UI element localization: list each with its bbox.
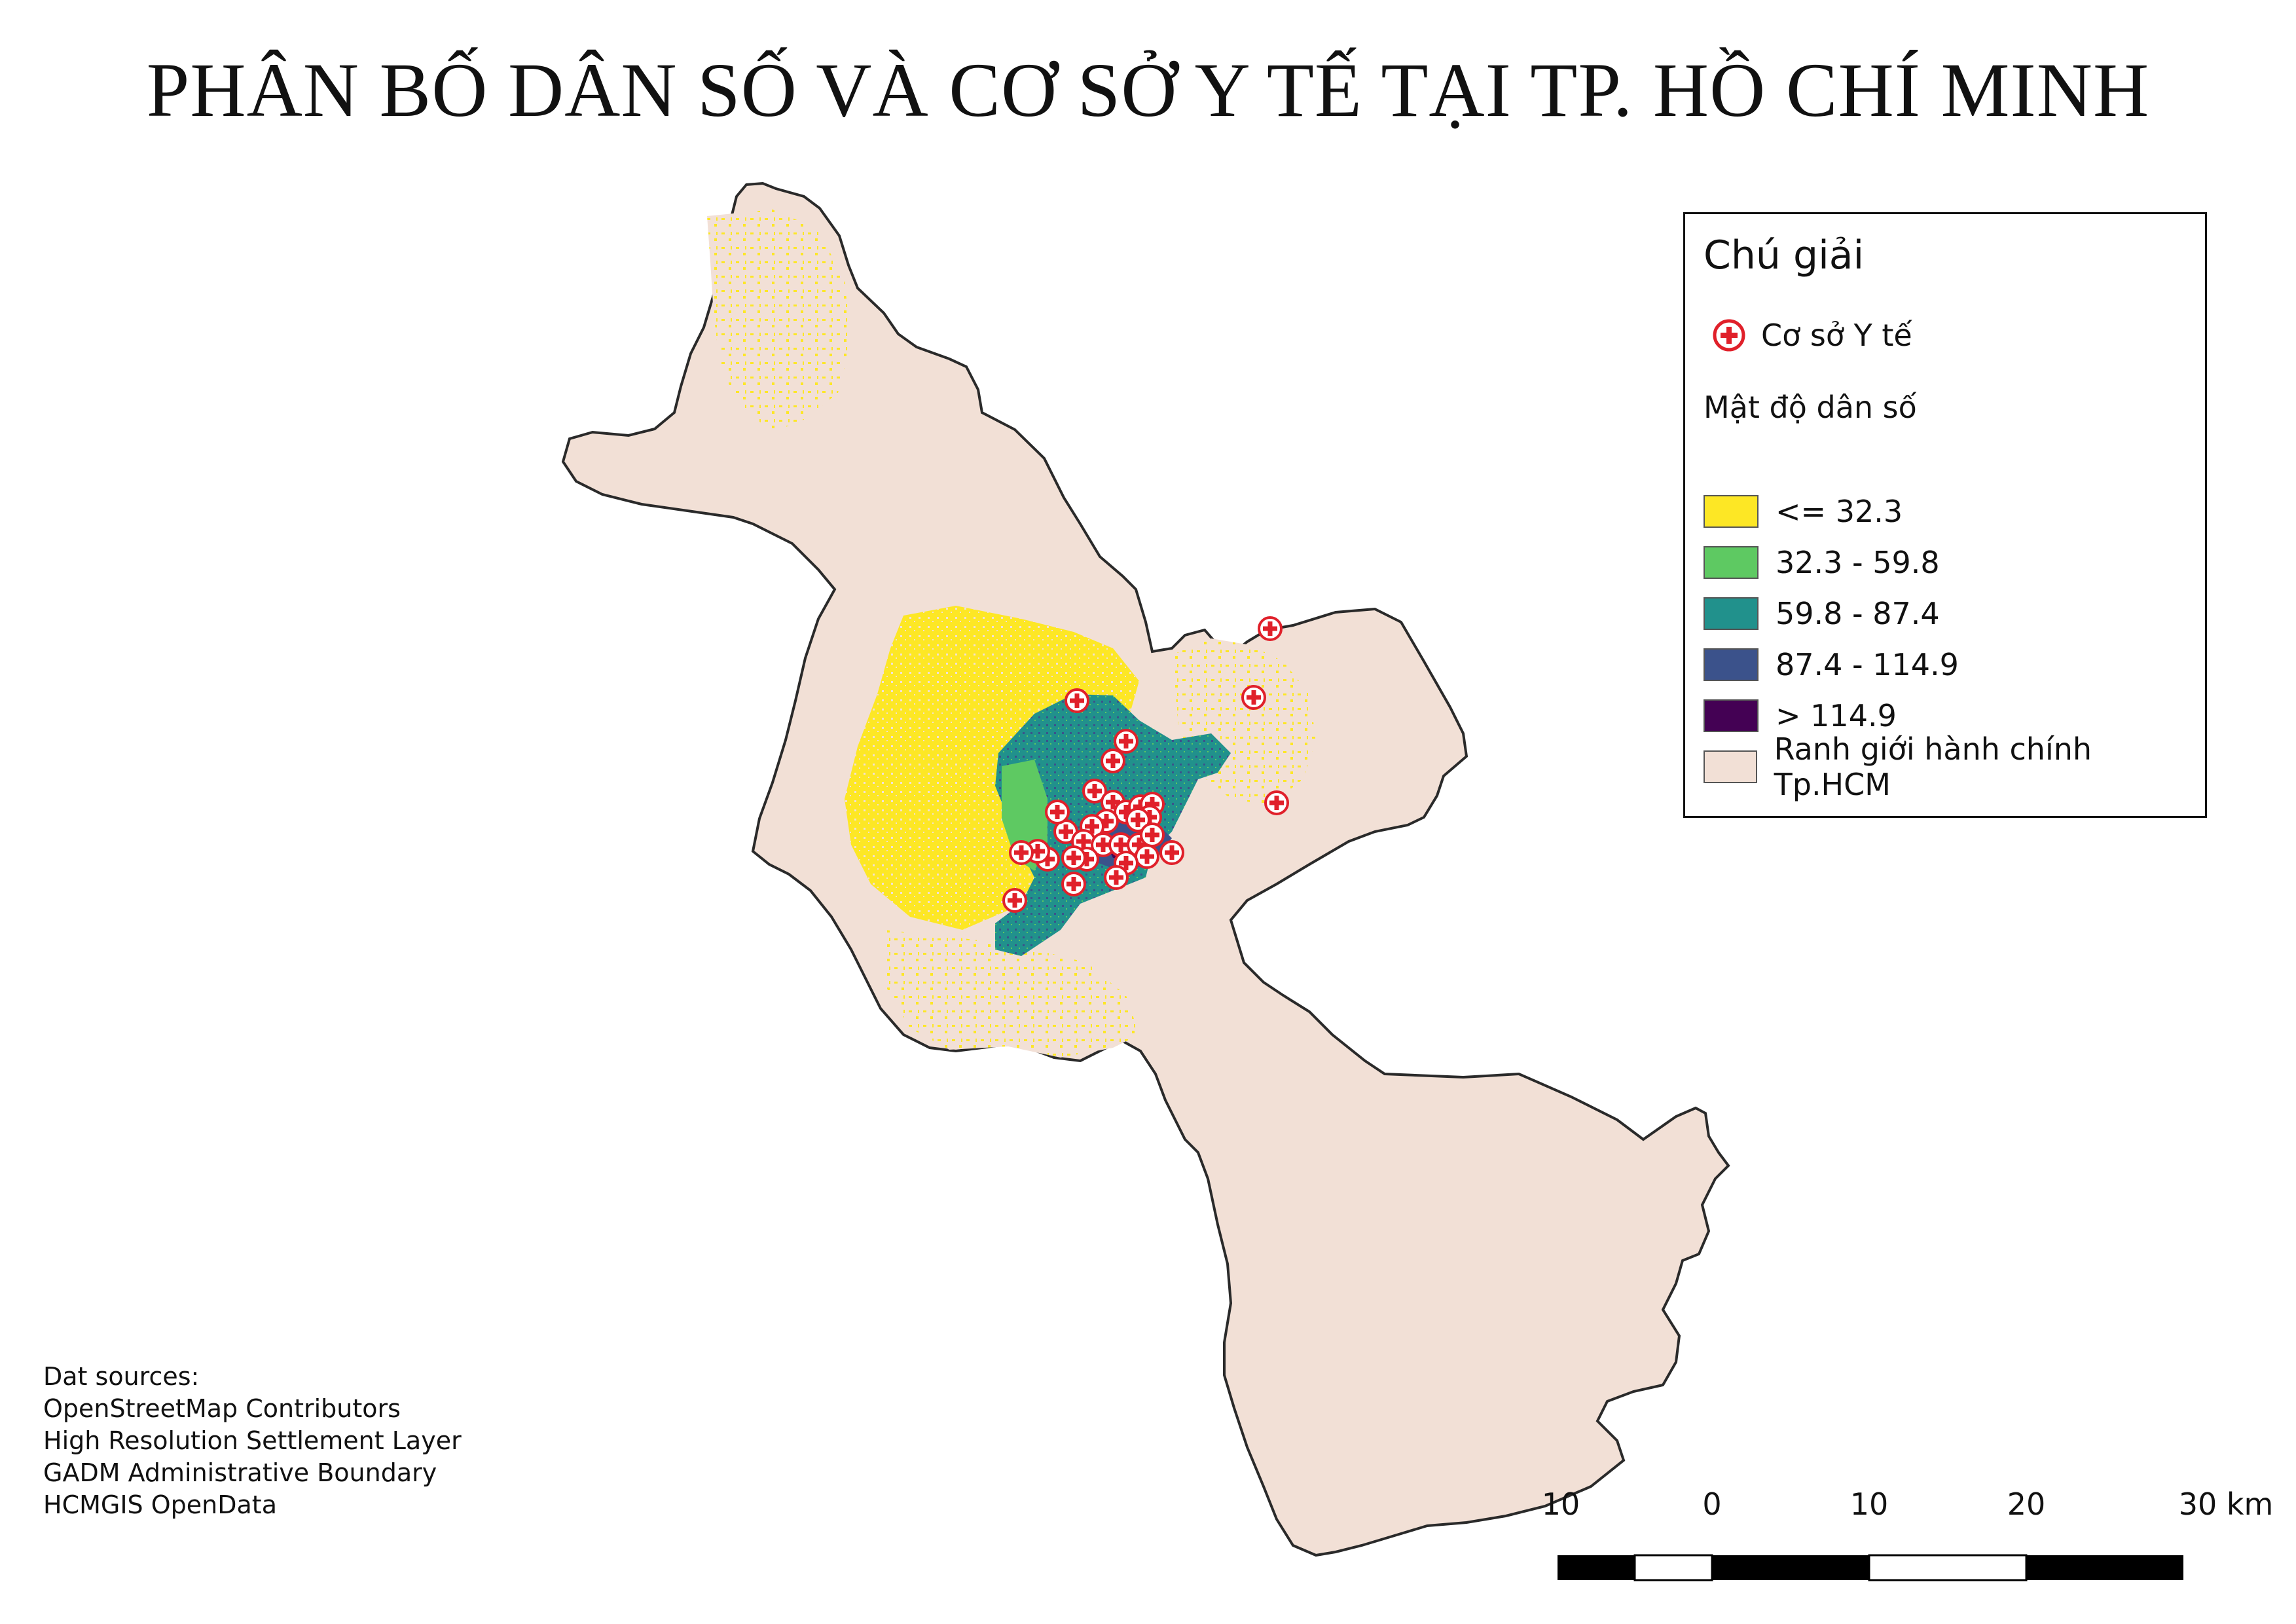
facility-marker[interactable] [1082,779,1107,803]
data-source-item: HCMGIS OpenData [43,1490,277,1519]
facility-marker[interactable] [1061,845,1086,870]
facility-marker[interactable] [1002,888,1027,913]
legend-class-label: 87.4 - 114.9 [1776,647,1959,682]
facility-marker[interactable] [1061,872,1086,896]
scale-bar-segment [1712,1555,1869,1580]
legend-facility-label: Cơ sở Y tế [1761,318,1912,353]
facility-marker[interactable] [1264,790,1289,815]
data-source-item: High Resolution Settlement Layer [43,1426,462,1455]
legend-swatch [1704,597,1758,630]
facility-marker[interactable] [1258,616,1283,641]
legend-title: Chú giải [1704,232,1865,278]
scale-bar-label: 20 [2007,1486,2046,1522]
scale-bar-segment [1633,1554,1713,1581]
facility-markers [1002,616,1289,913]
legend-density-title: Mật độ dân số [1704,390,1917,425]
data-source-item: OpenStreetMap Contributors [43,1394,401,1423]
legend-class-row: 87.4 - 114.9 [1704,639,2205,690]
facility-marker[interactable] [1091,832,1116,857]
legend-swatch [1704,546,1758,579]
legend-swatch [1704,750,1757,783]
map-title: PHÂN BỐ DÂN SỐ VÀ CƠ SỞ Y TẾ TẠI TP. HỒ … [146,47,2150,133]
legend-class-row: <= 32.3 [1704,486,2205,537]
facility-marker[interactable] [1009,840,1034,865]
scale-bar-label: 30 km [2178,1486,2274,1522]
facility-marker[interactable] [1125,807,1150,832]
legend-class-label: Ranh giới hành chính Tp.HCM [1774,731,2092,802]
legend-swatch [1704,495,1758,528]
facility-marker[interactable] [1065,688,1089,713]
facility-marker[interactable] [1045,800,1070,824]
legend-class-label: <= 32.3 [1776,494,1903,529]
scale-bar-segment [1868,1554,2028,1581]
legend-class-row: 59.8 - 87.4 [1704,588,2205,639]
data-sources: Dat sources: OpenStreetMap Contributors … [43,1361,462,1521]
scale-bar [1558,1554,2183,1581]
scale-bar-label: 10 [1850,1486,1889,1522]
legend-class-label: 59.8 - 87.4 [1776,596,1940,631]
scale-bar-segment [2026,1555,2183,1580]
legend-class-row: Ranh giới hành chính Tp.HCM [1704,731,2205,802]
legend-class-label: 32.3 - 59.8 [1776,545,1940,580]
legend-class-label: > 114.9 [1776,698,1897,733]
density-zone-low-south [884,930,1139,1058]
legend: Chú giải Cơ sở Y tế Mật độ dân số <= 32.… [1683,212,2207,818]
legend-class-row: > 114.9 [1704,690,2205,741]
facility-marker[interactable] [1159,840,1184,865]
facility-marker[interactable] [1101,748,1125,773]
legend-class-row: 32.3 - 59.8 [1704,537,2205,588]
density-zone-low-west [845,606,1139,930]
facility-marker[interactable] [1140,822,1165,847]
legend-class-list: <= 32.3 32.3 - 59.8 59.8 - 87.4 87.4 - 1… [1704,486,2205,802]
legend-swatch [1704,699,1758,732]
facility-marker[interactable] [1114,729,1139,754]
scale-bar-label: 10 [1541,1486,1580,1522]
scale-bar-segment [1558,1555,1635,1580]
legend-facility-entry: Cơ sở Y tế [1704,312,1912,358]
legend-swatch [1704,648,1758,681]
facility-marker[interactable] [1135,844,1159,869]
facility-marker[interactable] [1241,685,1266,710]
medical-cross-icon [1713,319,1745,352]
scale-bar-label: 0 [1702,1486,1722,1522]
data-sources-heading: Dat sources: [43,1362,200,1391]
facility-marker[interactable] [1104,865,1129,890]
density-zone-low-north [707,210,851,432]
data-source-item: GADM Administrative Boundary [43,1458,437,1487]
